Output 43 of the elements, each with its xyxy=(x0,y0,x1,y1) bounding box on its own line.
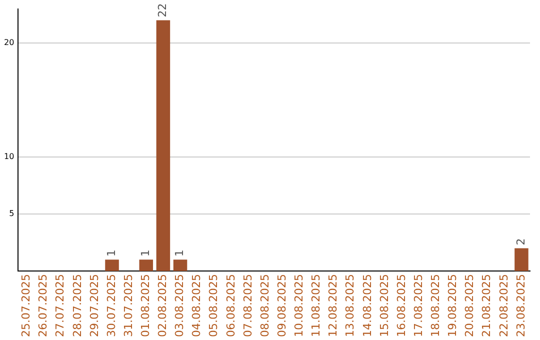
bar xyxy=(156,20,170,272)
data-label: 1 xyxy=(173,250,186,257)
x-tick-label: 30.07.2025 xyxy=(104,274,118,338)
x-tick-label: 10.08.2025 xyxy=(292,274,306,338)
x-tick-label: 23.08.2025 xyxy=(514,274,528,338)
x-tick-label: 09.08.2025 xyxy=(275,274,288,338)
x-tick-label: 08.08.2025 xyxy=(258,274,272,338)
x-tick-label: 04.08.2025 xyxy=(190,274,204,338)
data-label: 22 xyxy=(156,3,170,18)
x-tick-label: 01.08.2025 xyxy=(138,274,152,338)
x-tick-label: 02.08.2025 xyxy=(156,274,170,338)
x-tick-label: 11.08.2025 xyxy=(310,274,323,338)
x-tick-label: 03.08.2025 xyxy=(173,274,186,338)
x-tick-label: 12.08.2025 xyxy=(326,274,340,338)
bar xyxy=(173,260,188,272)
x-tick-label: 28.07.2025 xyxy=(70,274,84,338)
x-tick-label: 19.08.2025 xyxy=(446,274,460,338)
bar xyxy=(139,260,154,272)
x-tick-label: 13.08.2025 xyxy=(344,274,357,338)
x-tick-label: 07.08.2025 xyxy=(241,274,254,338)
x-tick-label: 21.08.2025 xyxy=(480,274,494,338)
data-label: 1 xyxy=(138,250,152,257)
x-tick-label: 15.08.2025 xyxy=(378,274,391,338)
x-tick-label: 26.07.2025 xyxy=(36,274,50,338)
y-tick-label: 5 xyxy=(9,209,14,218)
bar xyxy=(514,248,528,272)
x-tick-label: 14.08.2025 xyxy=(360,274,374,338)
data-label: 1 xyxy=(104,250,118,257)
x-tick-label: 25.07.2025 xyxy=(20,274,33,338)
data-label: 2 xyxy=(514,238,528,246)
x-tick-label: 05.08.2025 xyxy=(207,274,220,338)
x-tick-label: 29.07.2025 xyxy=(88,274,101,338)
x-tick-label: 16.08.2025 xyxy=(394,274,408,338)
x-tick-label: 06.08.2025 xyxy=(224,274,238,338)
x-tick-label: 31.07.2025 xyxy=(122,274,135,338)
x-tick-label: 20.08.2025 xyxy=(463,274,476,338)
x-tick-label: 18.08.2025 xyxy=(429,274,442,338)
x-tick-label: 22.08.2025 xyxy=(497,274,510,338)
y-tick-label: 20 xyxy=(4,38,14,48)
bar xyxy=(105,260,119,272)
x-tick-label: 27.07.2025 xyxy=(54,274,67,338)
x-tick-label: 17.08.2025 xyxy=(412,274,425,338)
y-tick-label: 10 xyxy=(4,152,14,162)
